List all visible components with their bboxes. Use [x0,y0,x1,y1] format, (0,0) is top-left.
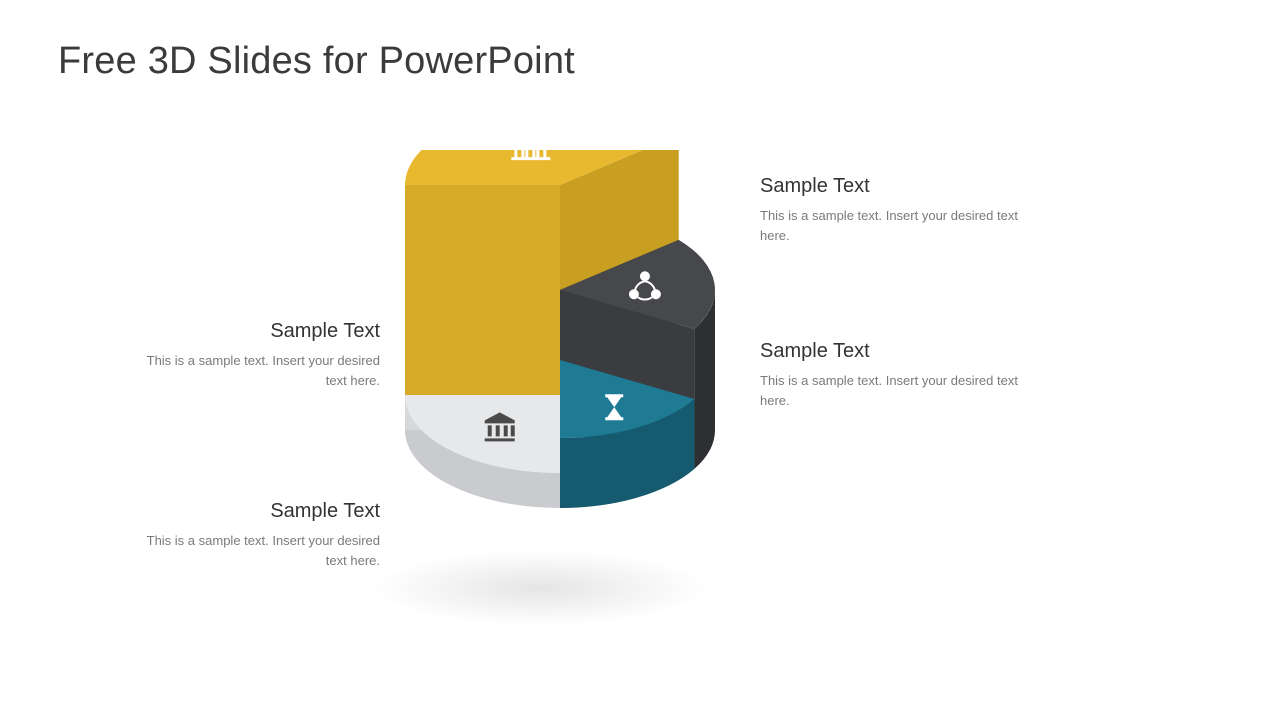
callout-heading: Sample Text [130,500,380,523]
callout-body: This is a sample text. Insert your desir… [760,206,1020,246]
slide: Free 3D Slides for PowerPoint Sample Tex… [0,0,1280,720]
callout-heading: Sample Text [130,320,380,343]
callout-body: This is a sample text. Insert your desir… [130,531,380,571]
callout-left-mid: Sample Text This is a sample text. Inser… [130,320,380,391]
callout-right-mid: Sample Text This is a sample text. Inser… [760,340,1020,411]
callout-top-right: Sample Text This is a sample text. Inser… [760,175,1020,246]
callout-heading: Sample Text [760,340,1020,363]
callout-heading: Sample Text [760,175,1020,198]
callout-bottom-left: Sample Text This is a sample text. Inser… [130,500,380,571]
pie-chart-3d [380,150,740,610]
callout-body: This is a sample text. Insert your desir… [760,371,1020,411]
callout-body: This is a sample text. Insert your desir… [130,351,380,391]
slide-title: Free 3D Slides for PowerPoint [58,40,575,83]
pie-svg [380,150,740,610]
